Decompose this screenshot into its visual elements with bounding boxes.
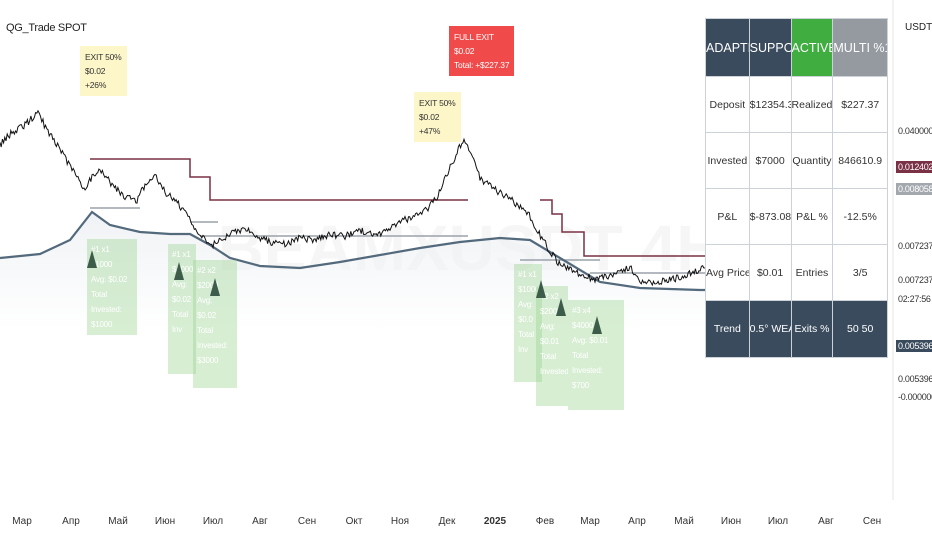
panel-cell: Deposit [705, 76, 750, 133]
panel-footer-exits-value: 50 50 [832, 300, 888, 358]
price-axis-label: 0.007237 [898, 241, 932, 251]
avg-price-lines [90, 207, 705, 274]
time-axis-label: Июн [720, 516, 742, 527]
time-axis-label: Июл [202, 516, 224, 527]
panel-footer-trend-value: 0.5° WEAK [748, 300, 792, 358]
panel-footer: Trend 0.5° WEAK Exits % 50 50 [705, 300, 888, 358]
time-axis-label: Авг [252, 516, 268, 527]
time-axis-label: Апр [62, 516, 80, 527]
panel-header: ADAPTIVE SUPPORT ACTIVE MULTI %10 [705, 18, 888, 77]
price-line [0, 109, 706, 287]
time-axis-label: Мар [580, 516, 600, 527]
time-axis-label: 2025 [483, 516, 507, 527]
support-line [0, 210, 705, 292]
buy-marker-icon [536, 280, 546, 298]
buy-marker-icon [210, 278, 220, 296]
panel-cell: P&L [705, 188, 750, 245]
time-axis-label: Фев [535, 516, 555, 527]
price-axis-label: 0.005396 [898, 374, 932, 384]
panel-footer-trend: Trend [705, 300, 750, 358]
price-axis-label: 0.008058 [896, 183, 932, 195]
time-axis-label: Авг [818, 516, 834, 527]
entry-annotation-5: #2 x2 $2000 Avg: $0.01 Total Invested: [536, 286, 571, 406]
time-axis-label: Июл [767, 516, 789, 527]
time-axis-label: Июн [154, 516, 176, 527]
resistance-steps [90, 158, 705, 257]
panel-cell: Avg Price [705, 244, 750, 301]
price-axis-label: 0.007237 [898, 275, 932, 285]
time-axis-label: Сен [862, 516, 882, 527]
panel-row-avg-price: Avg Price $0.01 Entries 3/5 [705, 244, 888, 301]
buy-marker-icon [592, 316, 602, 334]
support-band-fill [0, 212, 705, 330]
exit-annotation-1: EXIT 50% $0.02 +26% [80, 46, 127, 96]
panel-header-support: SUPPORT [748, 18, 792, 77]
price-axis-label: 02:27:56 [898, 294, 931, 304]
exit-annotation-2: EXIT 50% $0.02 +47% [414, 92, 461, 142]
full-exit-annotation: FULL EXIT $0.02 Total: +$227.37 [449, 26, 515, 76]
panel-header-adaptive: ADAPTIVE [705, 18, 750, 77]
symbol-label[interactable]: QG_Trade SPOT [6, 22, 87, 34]
time-axis-label: Апр [628, 516, 646, 527]
panel-header-multi: MULTI %10 [832, 18, 888, 77]
panel-row-pnl: P&L $-873.08 P&L % -12.5% [705, 188, 888, 245]
time-axis-label: Май [674, 516, 694, 527]
panel-cell: P&L % [790, 188, 834, 245]
panel-cell: Entries [790, 244, 834, 301]
panel-cell: 846610.9 [832, 132, 888, 189]
time-axis-label: Ноя [390, 516, 410, 527]
panel-cell: $0.01 [748, 244, 792, 301]
panel-cell: -12.5% [832, 188, 888, 245]
price-axis-label: 0.005396 [896, 340, 932, 352]
panel-cell: Invested [705, 132, 750, 189]
panel-cell: $12354.3 [748, 76, 792, 133]
panel-footer-exits: Exits % [790, 300, 834, 358]
panel-cell: Realized [790, 76, 834, 133]
buy-marker-icon [87, 250, 97, 268]
panel-row-invested: Invested $7000 Quantity 846610.9 [705, 132, 888, 189]
strategy-panel: ADAPTIVE SUPPORT ACTIVE MULTI %10 Deposi… [705, 18, 888, 358]
currency-label[interactable]: USDT [905, 22, 932, 33]
panel-cell: $227.37 [832, 76, 888, 133]
entry-annotation-3: #2 x2 $2000 Avg: $0.02 Total Invested: $… [193, 260, 237, 388]
panel-cell: Quantity [790, 132, 834, 189]
panel-cell: $7000 [748, 132, 792, 189]
time-axis-label: Сен [297, 516, 317, 527]
time-axis-label: Май [108, 516, 128, 527]
price-axis-label: 0.012402 [896, 161, 932, 173]
price-axis-label: -0.000000 [898, 392, 932, 402]
time-axis-label: Дек [438, 516, 456, 527]
buy-marker-icon [556, 298, 566, 316]
panel-cell: 3/5 [832, 244, 888, 301]
panel-cell: $-873.08 [748, 188, 792, 245]
time-axis-label: Мар [12, 516, 32, 527]
time-axis-label: Окт [345, 516, 363, 527]
price-axis-label: 0.040000 [898, 126, 932, 136]
panel-header-active: ACTIVE [790, 18, 834, 77]
buy-marker-icon [174, 262, 184, 280]
panel-row-deposit: Deposit $12354.3 Realized $227.37 [705, 76, 888, 133]
